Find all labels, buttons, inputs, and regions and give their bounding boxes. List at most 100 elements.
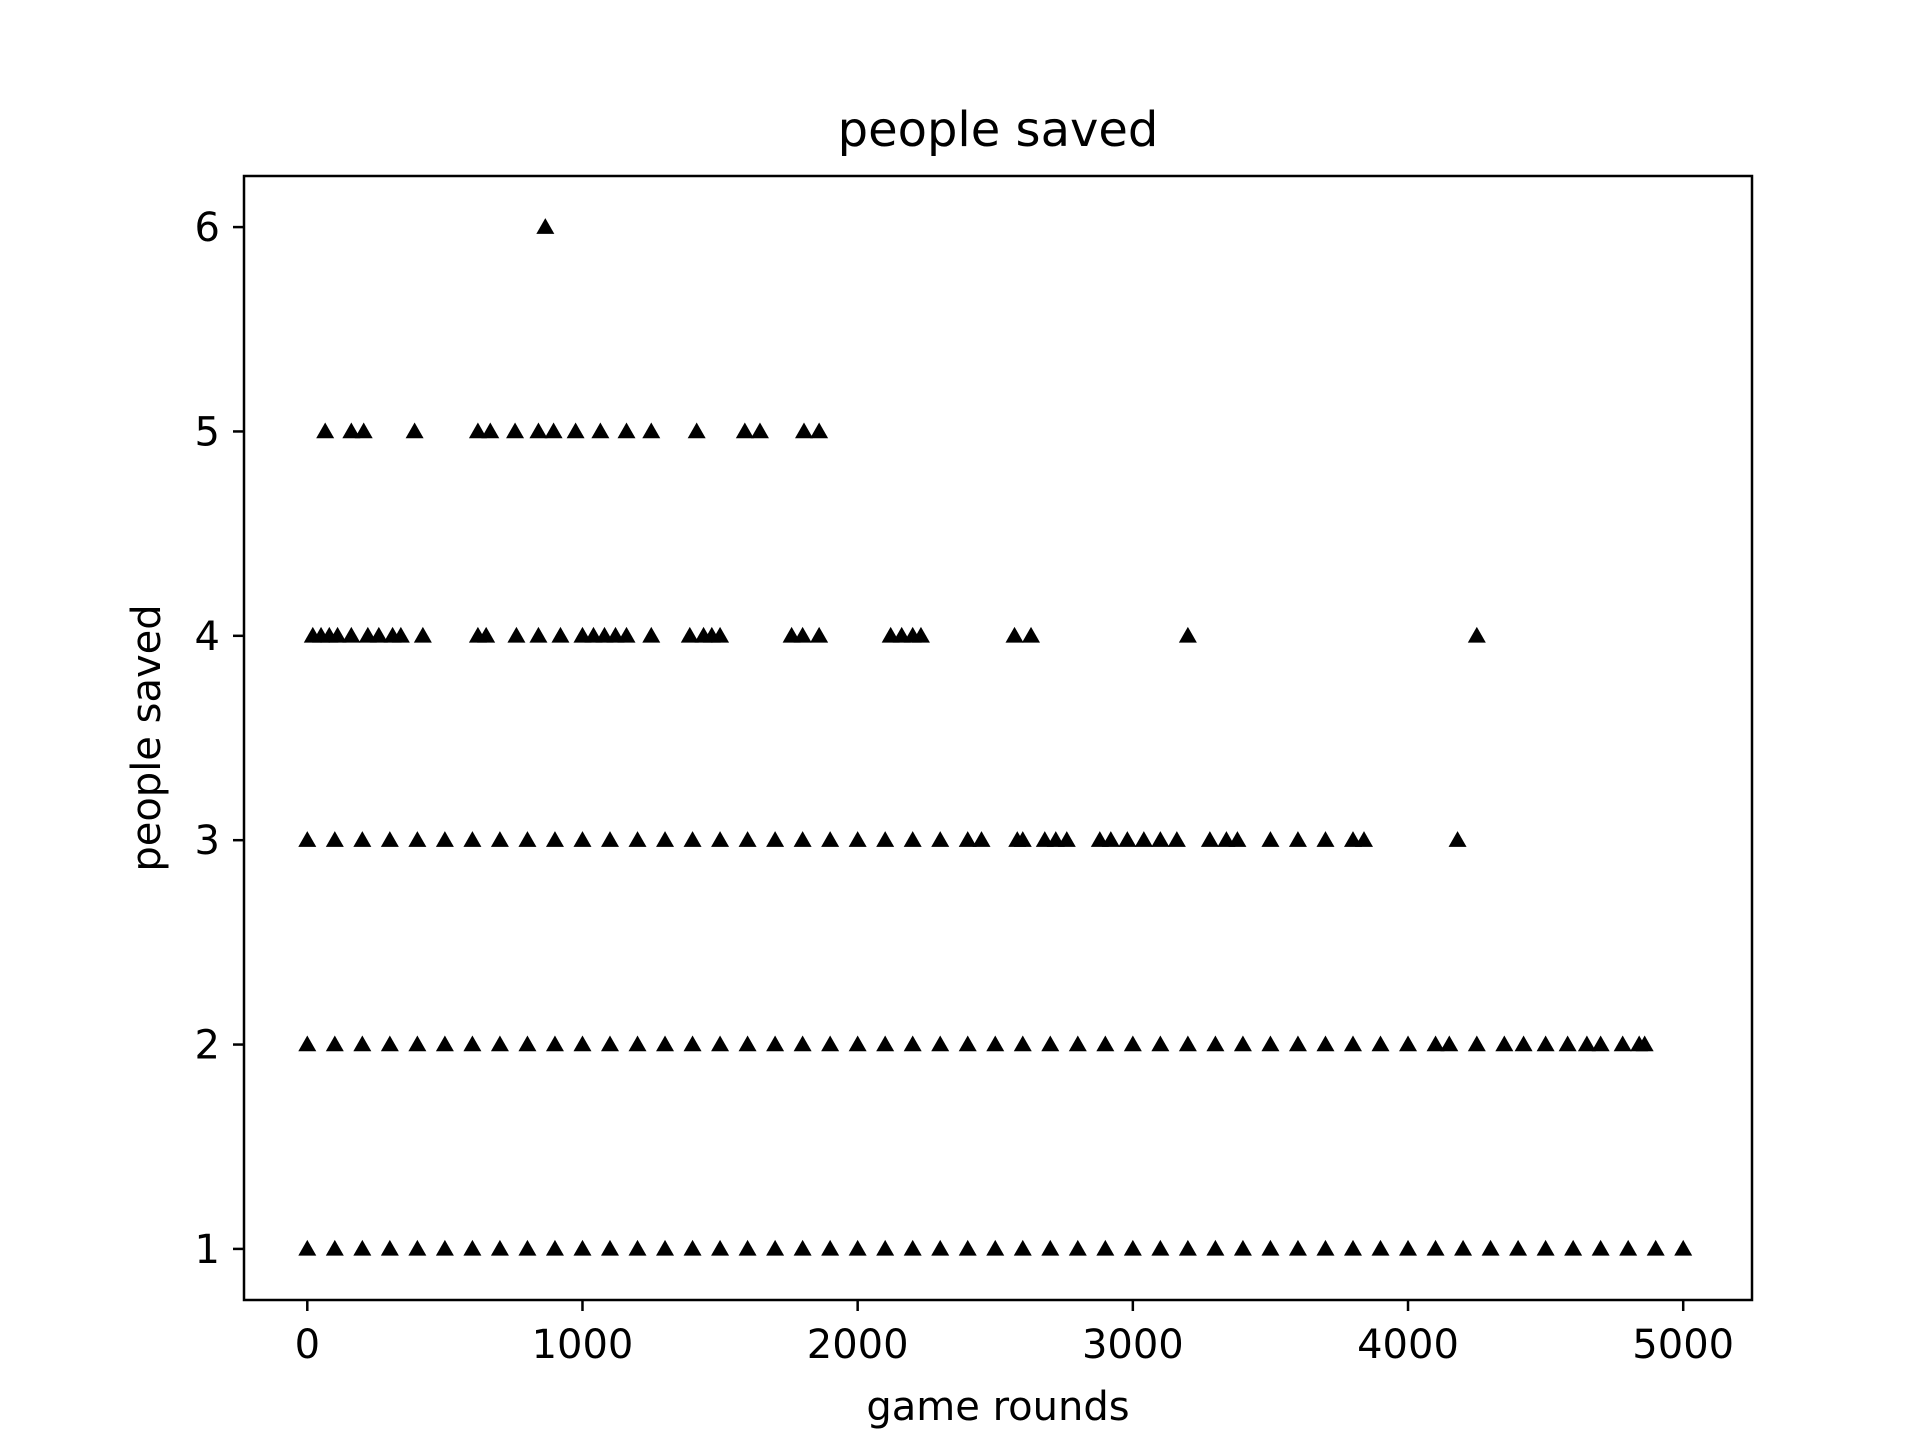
data-point <box>931 1239 950 1256</box>
data-point <box>435 1239 454 1256</box>
data-point <box>1316 831 1335 847</box>
data-point <box>848 831 867 847</box>
data-point <box>1013 1035 1032 1052</box>
data-marks <box>298 218 1693 1256</box>
data-point <box>735 422 754 439</box>
data-point <box>1536 1239 1555 1256</box>
data-point <box>518 1035 537 1052</box>
data-point <box>821 1035 840 1052</box>
data-point <box>380 831 399 847</box>
data-point <box>490 1239 509 1256</box>
data-point <box>711 1239 730 1256</box>
data-point <box>711 1035 730 1052</box>
data-point <box>369 626 388 643</box>
data-point <box>1454 1239 1473 1256</box>
data-point <box>600 1035 619 1052</box>
data-point <box>1096 1239 1115 1256</box>
data-point <box>876 1035 895 1052</box>
data-point <box>1440 1035 1459 1052</box>
data-point <box>1151 831 1170 847</box>
data-point <box>766 831 785 847</box>
data-point <box>1481 1239 1500 1256</box>
data-point <box>972 831 991 847</box>
data-point <box>413 626 432 643</box>
plot-area-frame <box>242 174 1754 1302</box>
data-point <box>490 1035 509 1052</box>
data-point <box>463 831 482 847</box>
data-point <box>1013 1239 1032 1256</box>
data-point <box>1577 1035 1596 1052</box>
data-point <box>353 831 372 847</box>
data-point <box>958 831 977 847</box>
data-point <box>656 831 675 847</box>
data-point <box>1495 1035 1514 1052</box>
data-point <box>1343 1239 1362 1256</box>
data-point <box>544 422 563 439</box>
x-tick-label: 1000 <box>532 1322 634 1368</box>
y-tick-label: 5 <box>195 409 220 455</box>
data-point <box>405 422 424 439</box>
data-point <box>1613 1035 1632 1052</box>
data-point <box>1068 1035 1087 1052</box>
data-point <box>1151 1239 1170 1256</box>
data-point <box>1564 1239 1583 1256</box>
y-tick-label: 2 <box>195 1023 220 1069</box>
data-point <box>1261 831 1280 847</box>
data-point <box>738 1035 757 1052</box>
data-point <box>1426 1035 1445 1052</box>
data-point <box>342 626 361 643</box>
x-tick-label: 2000 <box>807 1322 909 1368</box>
data-point <box>529 626 548 643</box>
data-point <box>1151 1035 1170 1052</box>
data-point <box>711 626 730 643</box>
data-point <box>683 1239 702 1256</box>
data-point <box>876 831 895 847</box>
data-point <box>642 422 661 439</box>
data-point <box>750 422 769 439</box>
data-point <box>1288 1239 1307 1256</box>
data-point <box>545 831 564 847</box>
x-axis-label: game rounds <box>866 1384 1129 1430</box>
data-point <box>794 422 813 439</box>
data-point <box>903 1239 922 1256</box>
data-point <box>1134 831 1153 847</box>
data-point <box>1178 626 1197 643</box>
data-point <box>986 1035 1005 1052</box>
data-point <box>408 831 427 847</box>
data-point <box>1041 1035 1060 1052</box>
data-point <box>1261 1239 1280 1256</box>
data-point <box>328 626 347 643</box>
data-point <box>738 831 757 847</box>
data-point <box>600 831 619 847</box>
data-point <box>793 626 812 643</box>
data-point <box>1206 1035 1225 1052</box>
data-point <box>876 1239 895 1256</box>
data-point <box>766 1239 785 1256</box>
data-point <box>1467 1035 1486 1052</box>
data-point <box>628 831 647 847</box>
data-point <box>1591 1035 1610 1052</box>
data-point <box>738 1239 757 1256</box>
y-axis-label: people saved <box>124 604 170 871</box>
data-point <box>1619 1239 1638 1256</box>
data-point <box>656 1239 675 1256</box>
data-point <box>848 1035 867 1052</box>
data-point <box>325 831 344 847</box>
data-point <box>1371 1239 1390 1256</box>
data-point <box>545 1035 564 1052</box>
data-point <box>408 1239 427 1256</box>
data-point <box>680 626 699 643</box>
data-point <box>298 1239 317 1256</box>
data-point <box>477 626 496 643</box>
data-point <box>617 422 636 439</box>
y-tick-label: 4 <box>195 614 220 660</box>
data-point <box>342 422 361 439</box>
data-point <box>1118 831 1137 847</box>
data-point <box>1041 1239 1060 1256</box>
data-point <box>551 626 570 643</box>
data-point <box>1354 831 1373 847</box>
data-point <box>507 626 526 643</box>
data-point <box>463 1239 482 1256</box>
